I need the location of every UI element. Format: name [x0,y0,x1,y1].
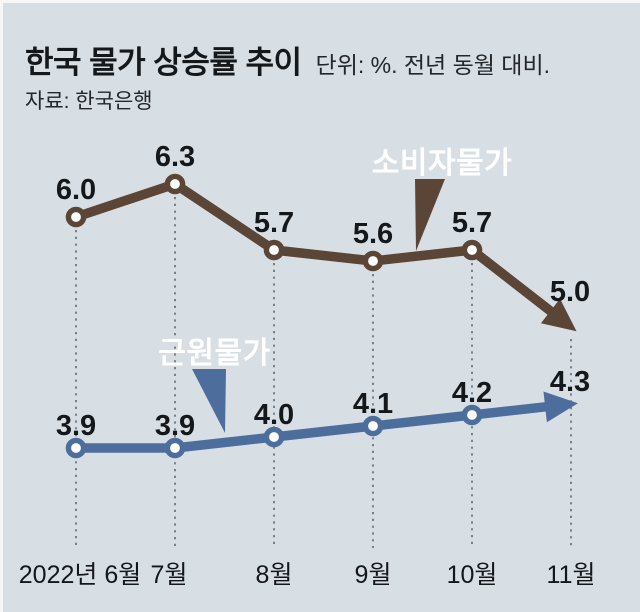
x-axis-label: 7월 [150,561,188,589]
line-chart-plot: 6.0 6.3 5.7 5.6 5.7 5.0 3.9 3.9 4.0 4.1 4.2 4.3 [56,141,590,548]
value-label: 3.9 [56,410,96,442]
data-point-marker [164,437,186,459]
legend-callout-consumer-price: 소비자물가 [353,134,531,185]
x-axis-label: 10월 [446,561,498,589]
arrowhead-icon [540,298,577,332]
value-label: 5.7 [452,207,492,239]
data-point-marker [65,206,87,228]
value-label: 4.1 [353,388,393,420]
chart-header: 한국 물가 상승률 추이 단위: %. 전년 동월 대비. [25,37,550,82]
series-line-consumer [71,179,559,319]
x-axis-label: 11월 [546,561,596,589]
data-point-marker [65,437,87,459]
arrowhead-icon [543,391,578,423]
data-point-marker [263,426,285,448]
value-label: 4.2 [452,377,492,409]
x-axis-label: 9월 [354,561,392,589]
data-point-marker [263,239,285,261]
value-label: 3.9 [155,410,195,442]
chart-title: 한국 물가 상승률 추이 [25,45,302,80]
value-label: 4.3 [550,366,590,398]
unit-note: 단위: %. 전년 동월 대비. [315,52,550,78]
callout-tail-consumer [415,179,445,251]
value-label: 5.7 [254,207,294,239]
data-point-marker [362,250,384,272]
source-note: 자료: 한국은행 [25,90,153,113]
data-point-marker [461,404,483,426]
data-point-marker [164,173,186,195]
value-label: 5.6 [353,218,393,250]
legend-label-core: 근원물가 [158,337,271,370]
x-axis-label: 8월 [255,561,293,589]
value-label: 6.0 [56,174,96,206]
series-line-core [71,401,554,453]
legend-label-consumer: 소비자물가 [371,146,513,180]
callout-tail-core [192,369,226,433]
x-axis-label: 2022년 6월 [18,561,142,589]
value-label: 4.0 [254,399,294,431]
value-label: 6.3 [155,141,195,173]
data-point-marker [461,239,483,261]
value-label: 5.0 [550,276,590,308]
data-point-marker [362,415,384,437]
legend-callout-core-price: 근원물가 [141,325,288,375]
